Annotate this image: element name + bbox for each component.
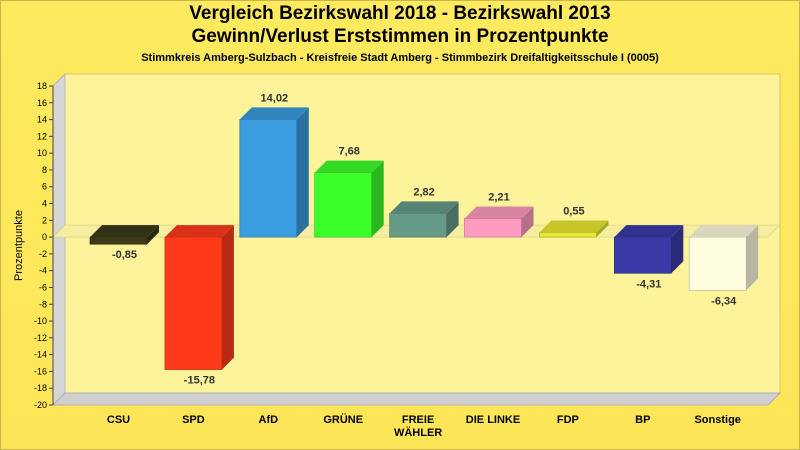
value-label: 14,02 <box>261 92 289 104</box>
bar-side-8 <box>746 225 759 291</box>
bar-top-7 <box>614 225 684 238</box>
category-label: SPD <box>182 414 205 426</box>
bar-side-2 <box>296 107 309 238</box>
value-label: -4,31 <box>636 278 661 290</box>
bar-top-0 <box>90 225 159 238</box>
y-tick-label: -4 <box>39 266 47 276</box>
bar-0 <box>89 236 148 245</box>
bar-top-3 <box>314 160 384 173</box>
y-tick-label: -10 <box>34 316 47 326</box>
y-tick-label: -18 <box>34 383 47 393</box>
y-axis-title: Prozentpunkte <box>13 210 25 281</box>
bar-top-5 <box>464 206 534 219</box>
bar-3 <box>314 172 373 238</box>
bar-top-8 <box>689 225 759 238</box>
y-tick-label: -16 <box>34 366 47 376</box>
y-tick-label: 6 <box>42 182 47 192</box>
bar-4 <box>389 213 447 238</box>
category-label: Sonstige <box>694 414 740 426</box>
value-label: -15,78 <box>184 375 215 387</box>
chart-title: Vergleich Bezirkswahl 2018 - Bezirkswahl… <box>189 3 611 24</box>
y-tick-label: 0 <box>42 232 47 242</box>
y-tick-label: 12 <box>37 131 47 141</box>
y-tick-label: -12 <box>34 333 47 343</box>
bar-1 <box>164 236 223 370</box>
y-tick-label: 14 <box>37 115 47 125</box>
value-label: -0,85 <box>112 249 137 261</box>
bar-8 <box>688 236 747 291</box>
bar-side-5 <box>521 206 534 238</box>
category-label: CSU <box>107 414 130 426</box>
y-tick-label: 18 <box>37 81 47 91</box>
y-tick-label: -6 <box>39 282 47 292</box>
y-tick-label: -20 <box>34 400 47 410</box>
y-tick-label: 16 <box>37 98 47 108</box>
category-label: FREIE <box>402 414 434 426</box>
y-tick-label: 2 <box>42 215 47 225</box>
bar-side-0 <box>147 225 159 245</box>
bar-top-6 <box>539 220 609 233</box>
bar-top-1 <box>164 225 234 238</box>
y-tick-label: -2 <box>39 249 47 259</box>
y-tick-label: 10 <box>37 148 47 158</box>
bar-7 <box>613 236 672 274</box>
bar-side-6 <box>596 220 609 238</box>
bar-side-4 <box>446 201 459 238</box>
bar-2 <box>239 119 298 238</box>
value-label: 7,68 <box>338 146 359 158</box>
bar-top-2 <box>239 107 309 120</box>
bar-side-3 <box>371 160 384 238</box>
category-label: FDP <box>557 414 579 426</box>
category-label: AfD <box>259 414 279 426</box>
y-tick-label: 8 <box>42 165 47 175</box>
value-label: -6,34 <box>711 295 737 307</box>
bar-6 <box>539 232 597 238</box>
value-label: 2,21 <box>488 192 509 204</box>
y-tick-label: 4 <box>42 199 47 209</box>
value-label: 0,55 <box>563 205 584 217</box>
y-tick-label: -14 <box>34 350 47 360</box>
bar-top-4 <box>389 201 459 214</box>
value-label: 2,82 <box>413 186 434 198</box>
category-label: GRÜNE <box>323 413 363 426</box>
y-tick-label: -8 <box>39 299 47 309</box>
chart-subtitle-2: Stimmkreis Amberg-Sulzbach - Kreisfreie … <box>141 52 659 64</box>
chart-subtitle: Gewinn/Verlust Erststimmen in Prozentpun… <box>191 26 609 47</box>
category-label: BP <box>635 414 650 426</box>
category-label: DIE LINKE <box>466 414 520 426</box>
plot-floor <box>51 392 782 406</box>
plot-left-wall <box>52 72 66 407</box>
bar-5 <box>464 218 522 238</box>
category-label: WÄHLER <box>394 426 442 439</box>
bar-side-7 <box>671 225 684 274</box>
bar-side-1 <box>221 225 234 370</box>
